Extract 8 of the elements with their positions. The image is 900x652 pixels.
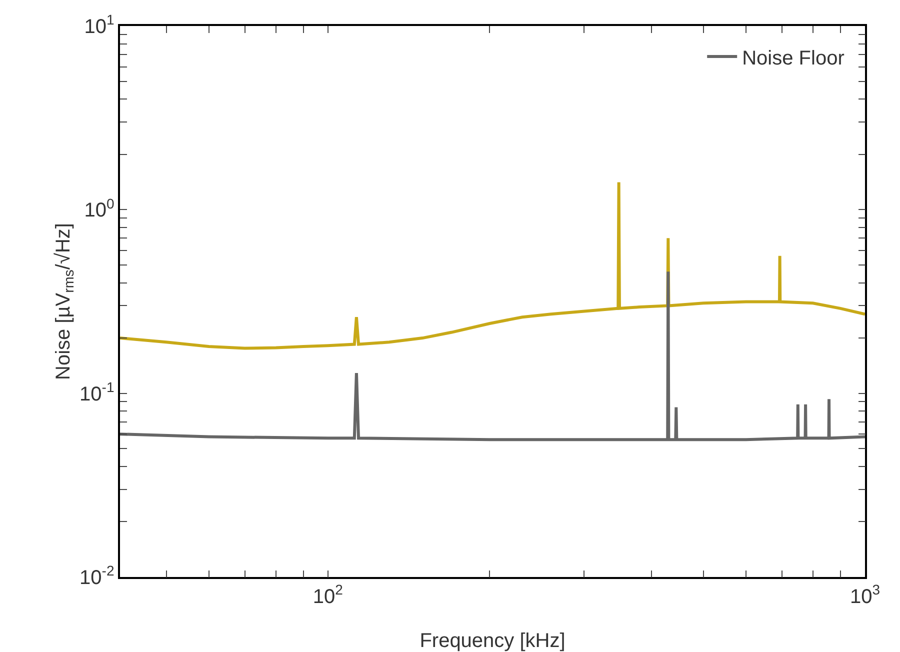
y-tick-label: 10$^{1}$ [84, 12, 114, 38]
legend-label: Noise Floor [742, 47, 845, 70]
x-tick-label: 10$^{3}$ [850, 581, 880, 608]
y-tick-label: 10$^{0}$ [84, 195, 114, 222]
y-tick-label: 10$^{-2}$ [80, 562, 114, 589]
y-tick-label: 10$^{-1}$ [80, 378, 114, 406]
x-tick-label: 10$^{2}$ [312, 581, 344, 608]
x-axis-title: Frequency [kHz] [420, 630, 566, 652]
